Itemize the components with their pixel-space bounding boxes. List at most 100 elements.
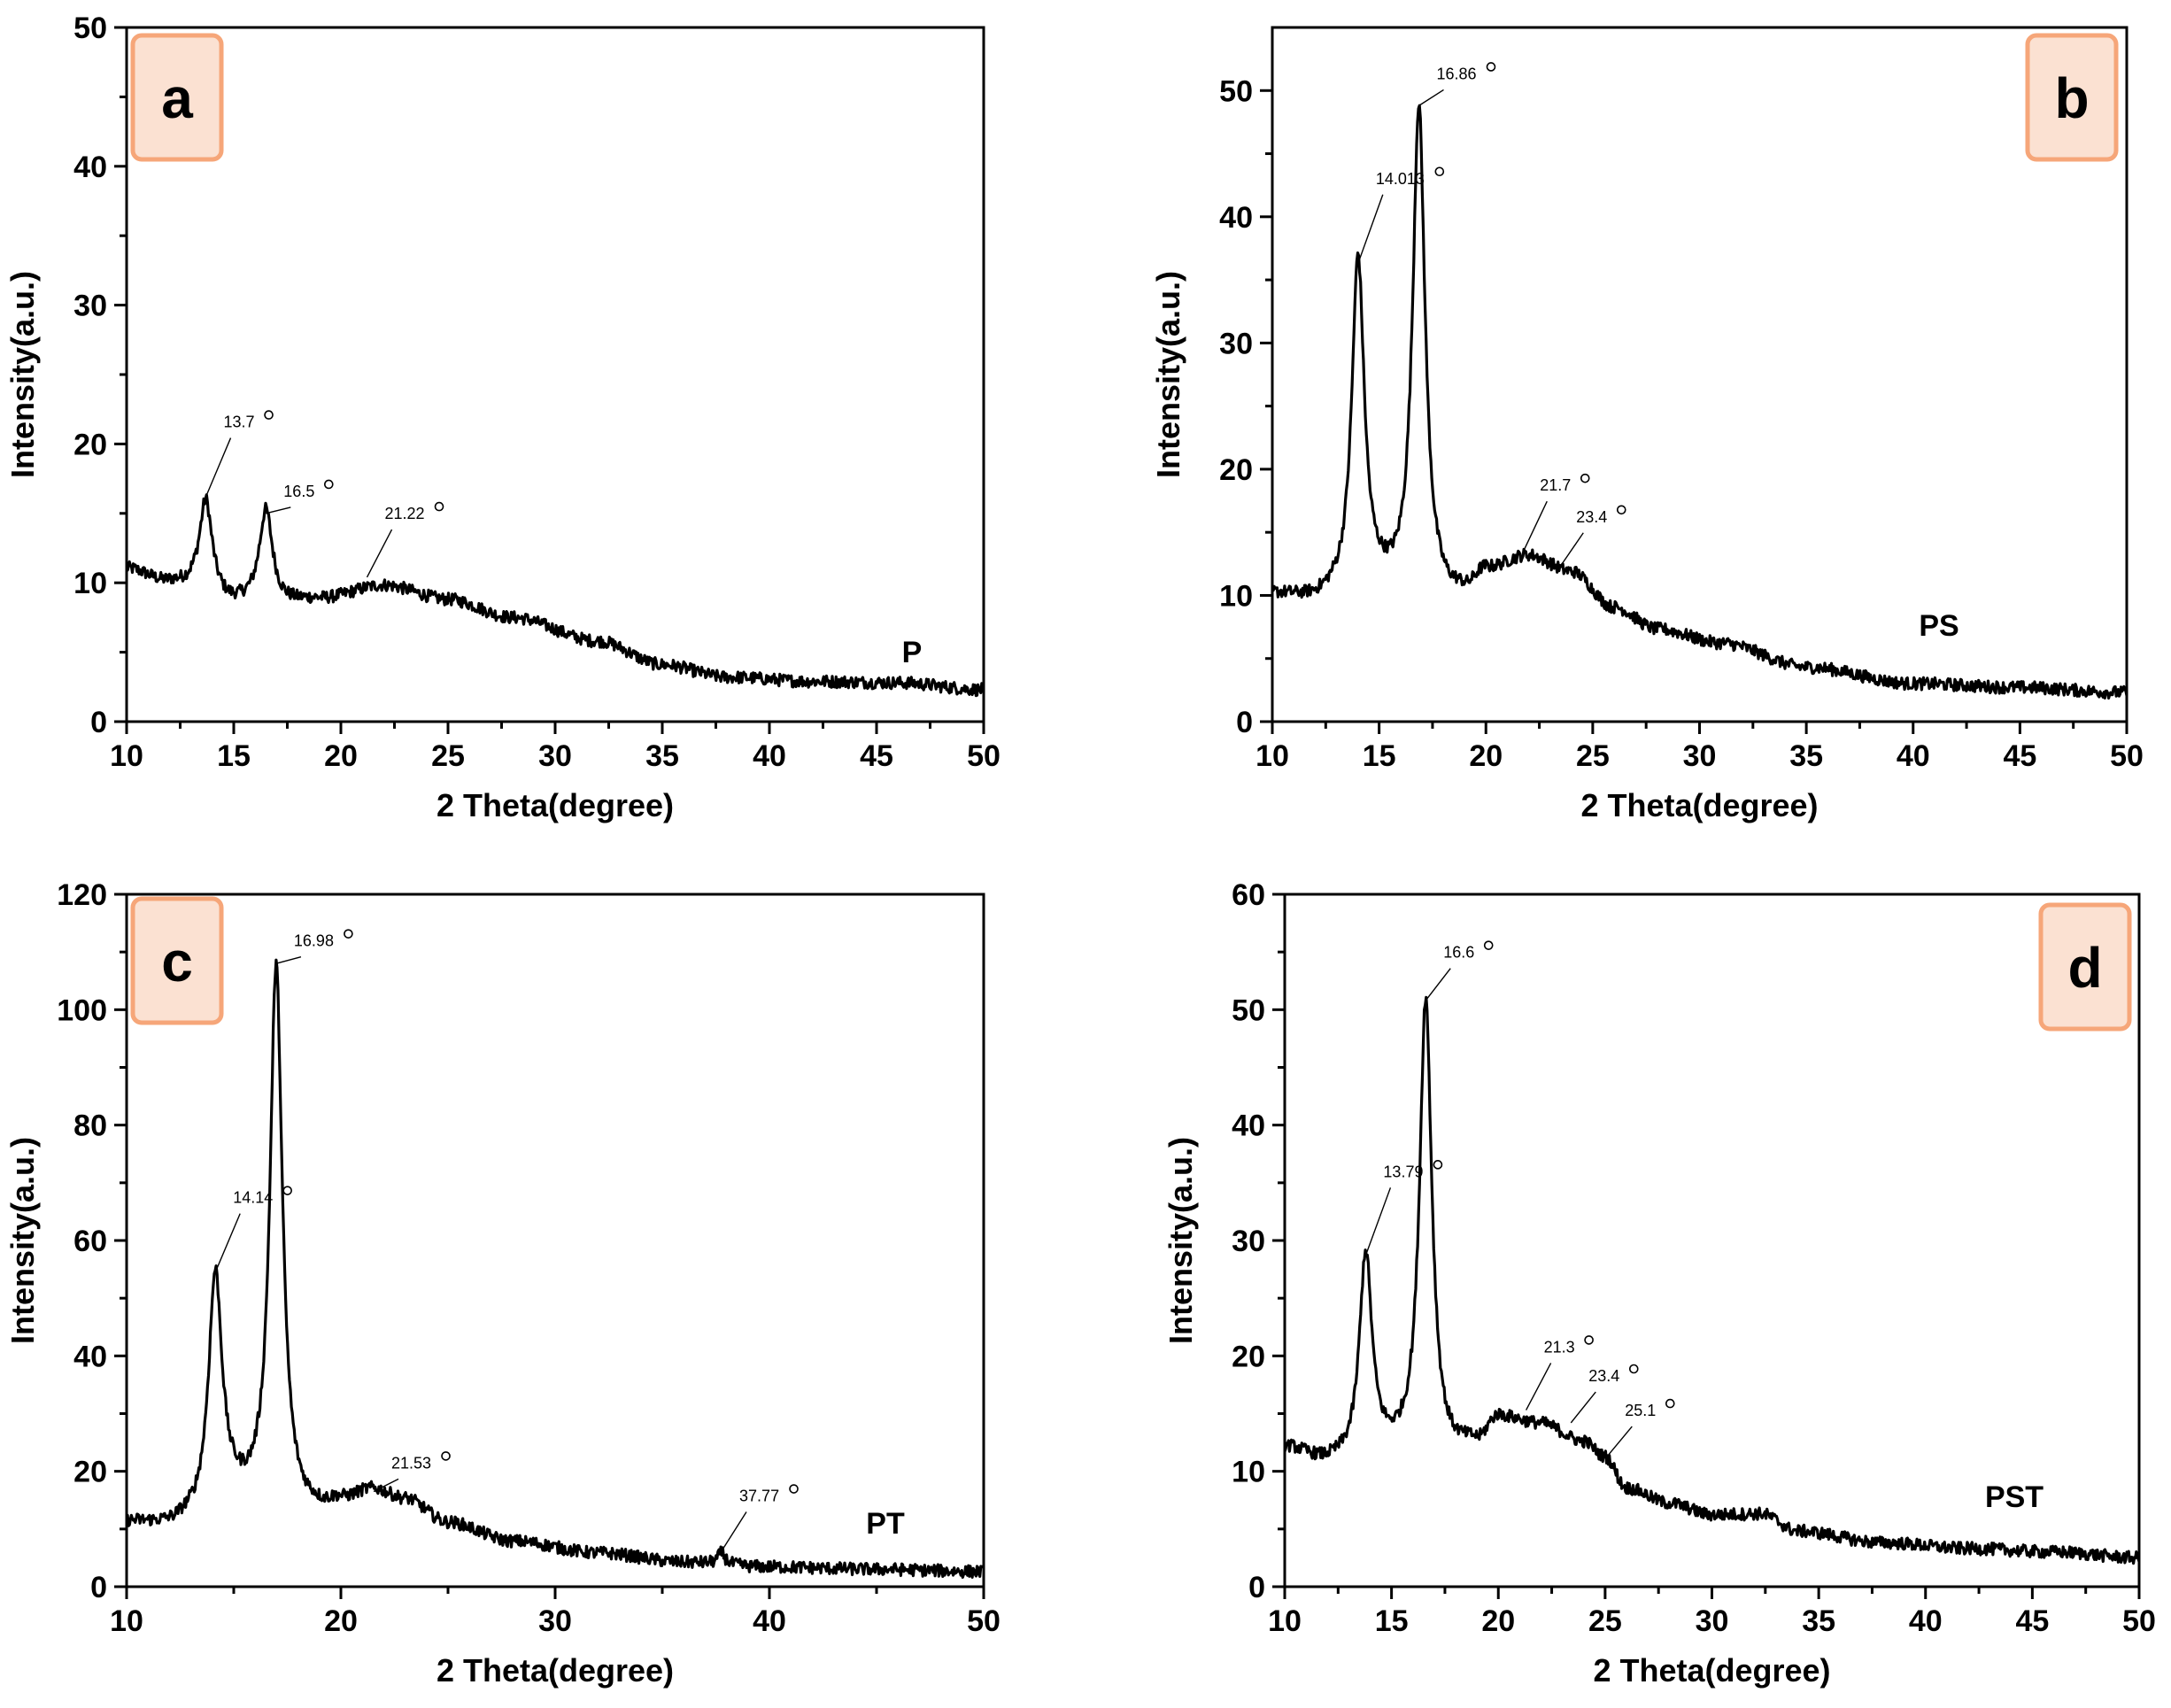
y-tick-label: 50: [1219, 74, 1253, 108]
peak-label: 23.4: [1576, 508, 1607, 526]
peak-label: 37.77: [739, 1488, 779, 1505]
y-tick-label: 0: [90, 706, 107, 739]
y-tick-label: 40: [73, 151, 107, 184]
x-axis-title: 2 Theta(degree): [437, 1652, 674, 1689]
x-tick-label: 20: [324, 739, 358, 773]
y-tick-label: 30: [73, 290, 107, 323]
peak-label: 21.3: [1544, 1338, 1575, 1356]
x-tick-label: 35: [645, 739, 679, 773]
x-tick-label: 45: [2003, 739, 2036, 773]
x-tick-label: 30: [538, 1604, 572, 1638]
degree-symbol: [1628, 1364, 1639, 1374]
xrd-trace: [126, 958, 985, 1579]
y-tick-label: 50: [73, 12, 107, 45]
x-tick-label: 10: [1268, 1604, 1302, 1638]
x-tick-label: 25: [431, 739, 465, 773]
x-tick-label: 45: [860, 739, 893, 773]
y-tick-label: 30: [1219, 327, 1253, 360]
x-tick-label: 15: [217, 739, 251, 773]
degree-symbol: [282, 1186, 292, 1195]
degree-symbol: [1584, 1335, 1594, 1345]
x-tick-label: 50: [2122, 1604, 2156, 1638]
panel-badge: [130, 33, 224, 162]
y-axis-title: Intensity(a.u.): [4, 271, 41, 478]
peak-leader-line: [266, 506, 291, 514]
degree-symbol: [789, 1484, 799, 1494]
peak-leader-line: [1357, 194, 1384, 264]
peak-label: 13.7: [224, 413, 255, 431]
peak-leader-line: [1418, 89, 1444, 106]
peak-label: 16.98: [294, 932, 334, 950]
panel-letter: b: [2054, 66, 2089, 130]
y-tick-label: 10: [1219, 579, 1253, 613]
peak-label: 21.53: [391, 1454, 431, 1472]
y-tick-label: 100: [57, 993, 107, 1027]
peak-label: 25.1: [1625, 1402, 1656, 1419]
peak-label: 21.7: [1540, 476, 1571, 494]
x-tick-label: 40: [753, 1604, 786, 1638]
peak-label: 14.14: [233, 1189, 273, 1207]
peak-leader-line: [214, 1213, 241, 1273]
degree-symbol: [264, 410, 274, 420]
degree-symbol: [1616, 505, 1626, 515]
panel-letter: c: [161, 930, 193, 993]
peak-leader-line: [1557, 532, 1584, 569]
peak-leader-line: [1425, 968, 1451, 1001]
peak-label: 16.6: [1443, 944, 1474, 962]
peak-leader-line: [721, 1511, 747, 1551]
degree-symbol: [1486, 62, 1496, 72]
y-tick-label: 120: [57, 878, 107, 912]
x-tick-label: 30: [1696, 1604, 1729, 1638]
x-tick-label: 40: [753, 739, 786, 773]
degree-symbol: [434, 501, 444, 512]
y-tick-label: 40: [1219, 201, 1253, 235]
degree-symbol: [344, 929, 353, 939]
x-tick-label: 20: [1469, 739, 1503, 773]
panel-c: 10 20 30 40 50 0 20 40 60 80 100 120 2 Theta(degree)…: [4, 878, 1001, 1689]
peak-leader-line: [1364, 1187, 1392, 1256]
x-tick-label: 30: [538, 739, 572, 773]
x-axis-title: 2 Theta(degree): [437, 787, 674, 823]
x-tick-label: 15: [1375, 1604, 1409, 1638]
panel-letter: d: [2067, 936, 2102, 1000]
x-tick-label: 10: [1255, 739, 1289, 773]
peak-label: 16.5: [283, 483, 314, 500]
peak-label: 16.86: [1436, 65, 1476, 82]
degree-symbol: [441, 1451, 451, 1461]
y-tick-label: 20: [73, 1456, 107, 1489]
xrd-trace: [125, 493, 985, 698]
y-tick-label: 20: [1219, 453, 1253, 487]
y-tick-label: 0: [1248, 1571, 1265, 1604]
x-tick-label: 35: [1789, 739, 1823, 773]
sample-label: PT: [866, 1507, 905, 1541]
peak-leader-line: [373, 1478, 399, 1493]
xrd-trace: [1283, 995, 2141, 1565]
x-tick-label: 50: [967, 1604, 1001, 1638]
y-tick-label: 20: [1232, 1340, 1265, 1373]
peak-leader-line: [1570, 1391, 1596, 1424]
degree-symbol: [1434, 166, 1445, 177]
peak-label: 13.79: [1383, 1163, 1423, 1180]
panel-letter: a: [161, 66, 193, 130]
x-tick-label: 10: [110, 1604, 143, 1638]
x-tick-label: 40: [1897, 739, 1930, 773]
sample-label: P: [902, 636, 923, 669]
y-axis-title: Intensity(a.u.): [4, 1137, 41, 1344]
y-tick-label: 0: [1236, 706, 1253, 739]
x-tick-label: 50: [967, 739, 1001, 773]
x-tick-label: 25: [1588, 1604, 1622, 1638]
peak-leader-line: [1606, 1426, 1633, 1457]
y-tick-label: 60: [1232, 878, 1265, 912]
x-tick-label: 50: [2110, 739, 2144, 773]
x-tick-label: 30: [1683, 739, 1717, 773]
x-tick-label: 20: [1481, 1604, 1515, 1638]
x-tick-label: 25: [1576, 739, 1610, 773]
peak-label: 14.013: [1376, 170, 1425, 188]
peak-leader-line: [1521, 500, 1548, 554]
degree-symbol: [1433, 1160, 1443, 1170]
xrd-trace: [1271, 104, 2129, 700]
